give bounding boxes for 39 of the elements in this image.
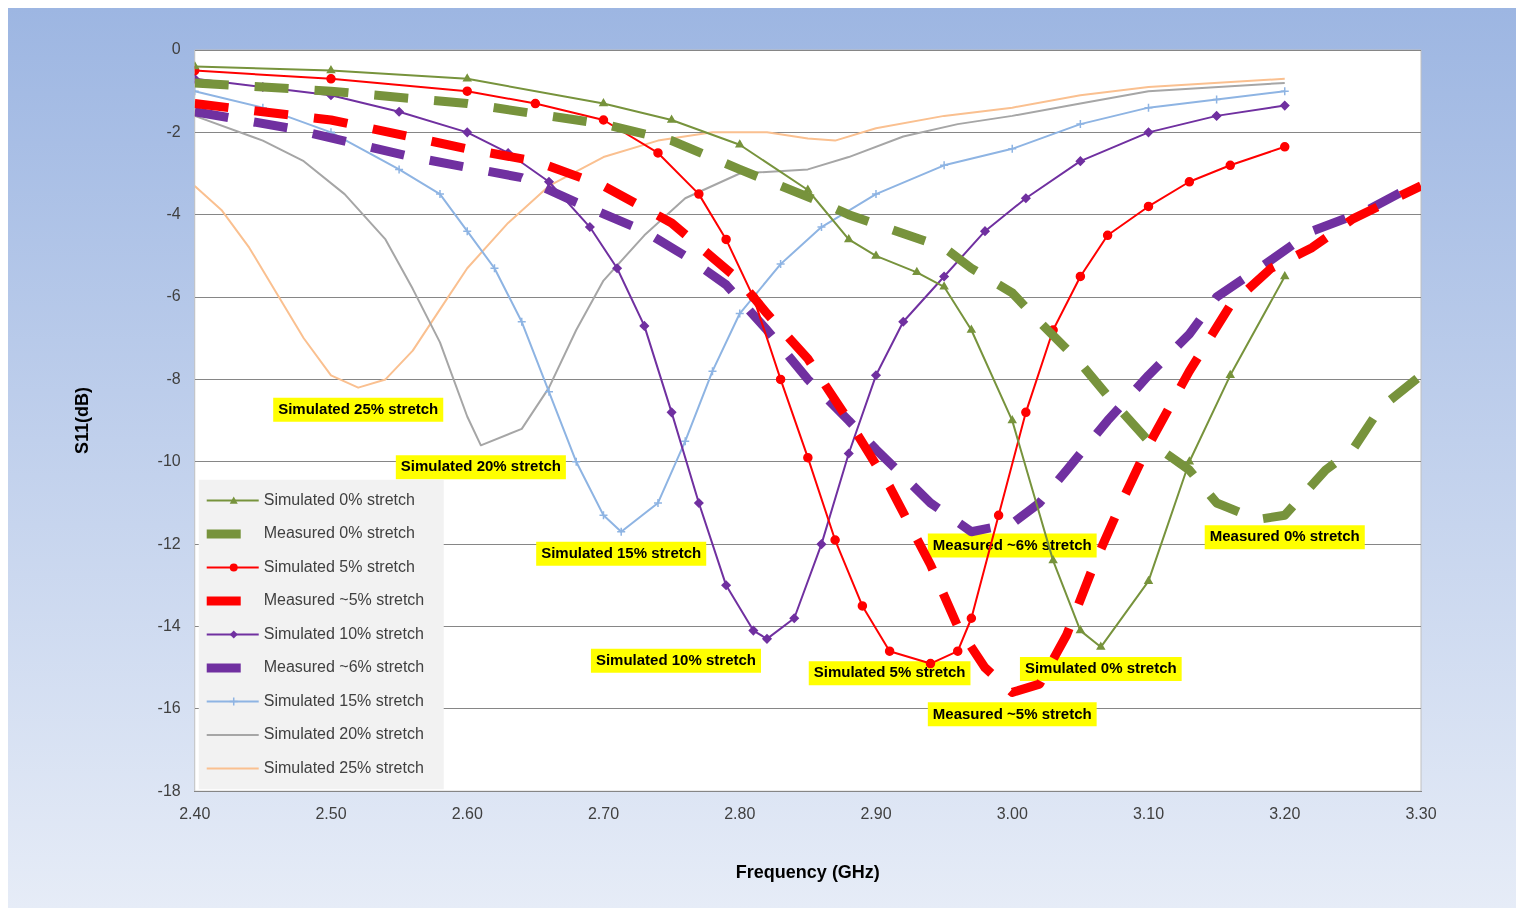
legend-label: Measured ~6% stretch	[263, 658, 425, 676]
x-tick-label: 2.40	[179, 805, 211, 823]
x-tick-label: 2.70	[587, 805, 620, 823]
legend-label: Measured ~5% stretch	[263, 591, 425, 609]
annotation: Simulated 15% stretch	[541, 543, 702, 561]
annotation: Simulated 10% stretch	[595, 650, 756, 668]
y-tick-label: -6	[166, 287, 181, 305]
y-tick-label: -4	[166, 205, 181, 223]
y-tick-label: -10	[157, 452, 181, 470]
x-tick-label: 3.30	[1405, 805, 1437, 823]
legend-label: Simulated 0% stretch	[263, 490, 415, 508]
y-tick-label: 0	[171, 40, 181, 58]
x-tick-label: 2.80	[724, 805, 756, 823]
x-tick-label: 2.50	[315, 805, 347, 823]
x-tick-label: 3.00	[996, 805, 1028, 823]
annotation: Simulated 5% stretch	[813, 663, 966, 681]
legend-label: Simulated 10% stretch	[263, 624, 424, 642]
x-tick-label: 2.60	[451, 805, 483, 823]
y-tick-label: -12	[157, 534, 181, 552]
legend-label: Simulated 25% stretch	[263, 758, 424, 776]
annotation: Simulated 20% stretch	[400, 457, 561, 475]
legend-label: Measured 0% stretch	[263, 524, 415, 542]
x-tick-label: 3.20	[1269, 805, 1301, 823]
annotation: Measured ~5% stretch	[932, 704, 1092, 722]
y-axis-title: S11(dB)	[71, 387, 92, 455]
y-tick-label: -14	[157, 616, 181, 634]
legend-label: Simulated 15% stretch	[263, 691, 424, 709]
legend-label: Simulated 5% stretch	[263, 557, 415, 575]
annotation: Simulated 25% stretch	[278, 399, 439, 417]
annotation: Simulated 0% stretch	[1024, 659, 1177, 677]
annotation: Measured 0% stretch	[1209, 527, 1360, 545]
x-tick-label: 3.10	[1132, 805, 1165, 823]
y-tick-label: -18	[157, 781, 181, 799]
legend-label: Simulated 20% stretch	[263, 725, 424, 743]
y-tick-label: -8	[166, 369, 181, 387]
y-tick-label: -2	[166, 122, 181, 140]
x-tick-label: 2.90	[860, 805, 892, 823]
x-axis-title: Frequency (GHz)	[735, 862, 880, 883]
y-tick-label: -16	[157, 699, 181, 717]
